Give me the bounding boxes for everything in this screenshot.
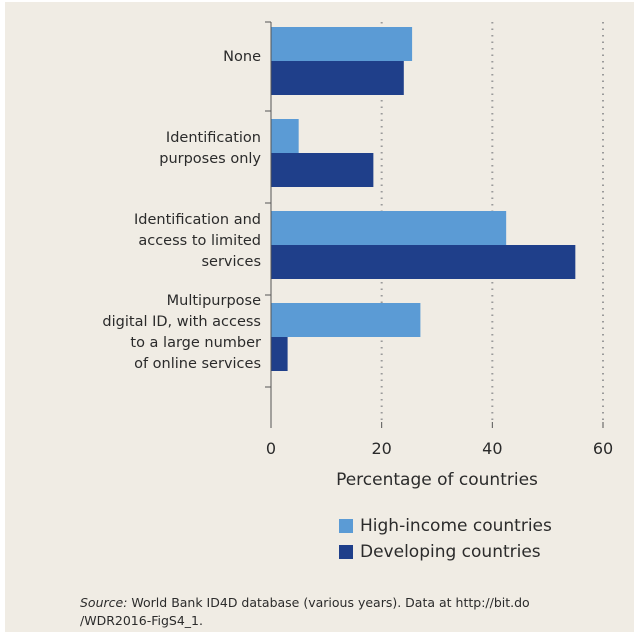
x-tick-label-20: 20 bbox=[371, 439, 391, 458]
category-label-line: Multipurpose bbox=[166, 293, 261, 309]
category-label-1: Identification purposes only bbox=[159, 128, 261, 170]
bar-developing-countries-2 bbox=[271, 245, 576, 279]
source-label: Source: bbox=[80, 595, 128, 610]
x-tick-label-0: 0 bbox=[266, 439, 276, 458]
chart-panel: 0 20 40 60 None Identification purposes only I… bbox=[5, 2, 634, 632]
source-text: World Bank ID4D database (various years)… bbox=[80, 595, 530, 628]
source-note: Source: World Bank ID4D database (variou… bbox=[80, 594, 600, 630]
category-label-line: None bbox=[223, 48, 261, 65]
bar-developing-countries-0 bbox=[271, 61, 404, 95]
category-label-0: None bbox=[223, 47, 261, 68]
category-label-line: purposes only bbox=[159, 151, 261, 167]
bar-high-income-countries-0 bbox=[271, 27, 413, 61]
category-label-2: Identification and access to limited servi… bbox=[134, 210, 261, 273]
x-tick-label-40: 40 bbox=[482, 439, 502, 458]
legend-item-high-income: High-income countries bbox=[339, 514, 552, 538]
bar-high-income-countries-2 bbox=[271, 211, 507, 245]
category-label-line: to a large number bbox=[130, 335, 261, 351]
legend-item-developing: Developing countries bbox=[339, 540, 541, 564]
category-label-line: of online services bbox=[134, 356, 261, 372]
legend-swatch-developing bbox=[339, 545, 353, 559]
category-label-3: Multipurpose digital ID, with access to a … bbox=[102, 291, 261, 375]
bar-high-income-countries-3 bbox=[271, 303, 421, 337]
category-label-line: Identification bbox=[165, 130, 261, 146]
x-tick-label-60: 60 bbox=[593, 439, 613, 458]
x-axis-label: Percentage of countries bbox=[336, 470, 538, 490]
category-label-line: Identification and bbox=[134, 211, 261, 228]
bar-high-income-countries-1 bbox=[271, 119, 299, 153]
legend-swatch-high-income bbox=[339, 519, 353, 533]
category-label-line: digital ID, with access bbox=[102, 314, 261, 330]
legend-label-high-income: High-income countries bbox=[360, 516, 552, 536]
bar-developing-countries-1 bbox=[271, 153, 374, 187]
bar-chart: 0 20 40 60 bbox=[265, 21, 613, 458]
legend-label-developing: Developing countries bbox=[360, 542, 541, 562]
bar-developing-countries-3 bbox=[271, 337, 288, 371]
category-label-line: access to limited bbox=[138, 232, 261, 249]
category-label-line: services bbox=[201, 253, 262, 270]
